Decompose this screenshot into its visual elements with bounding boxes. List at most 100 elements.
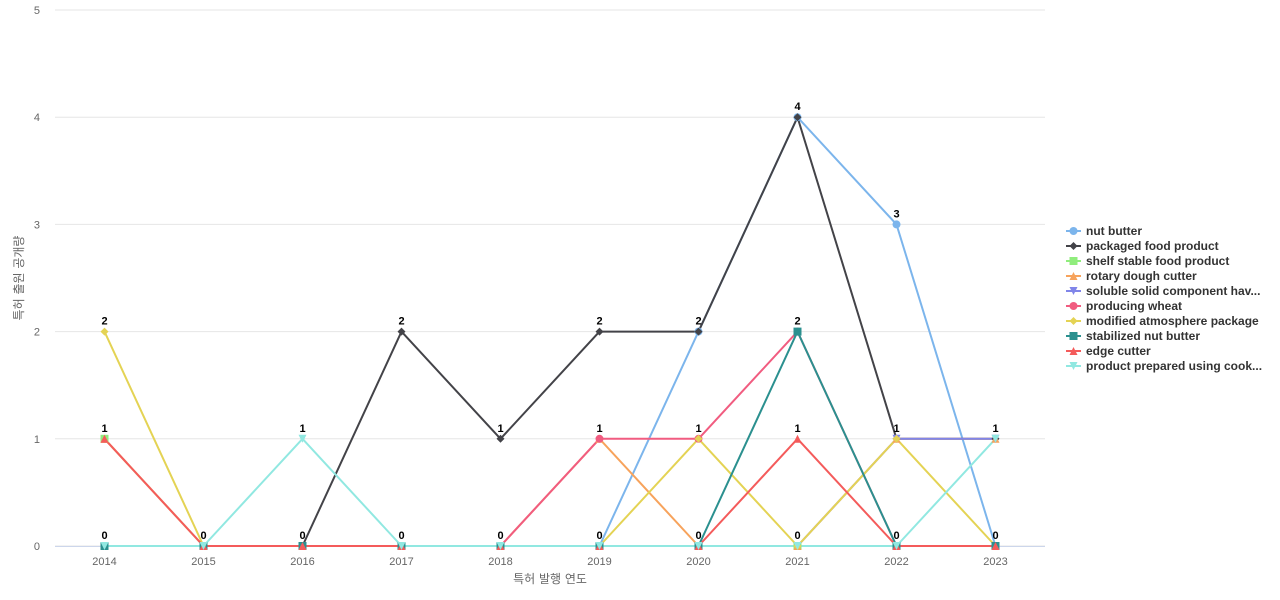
data-label: 1 bbox=[695, 423, 701, 435]
data-labels: 2 1 0 0 1 0 2 0 1 0 2 1 0 2 1 0 4 2 1 0 3 1 0 1 0 bbox=[101, 101, 998, 542]
data-point-modified-atmosphere-package bbox=[892, 434, 901, 443]
legend-label: stabilized nut butter bbox=[1086, 329, 1200, 343]
legend-label: product prepared using cook... bbox=[1086, 359, 1262, 373]
data-label: 1 bbox=[101, 423, 107, 435]
data-label: 0 bbox=[992, 530, 998, 542]
legend-item-rotary-dough-cutter[interactable]: rotary dough cutter bbox=[1066, 269, 1197, 283]
y-tick-label: 1 bbox=[34, 434, 40, 446]
legend-marker-icon bbox=[1069, 242, 1078, 250]
data-point-product-prepared-using-cook bbox=[793, 542, 802, 550]
data-label: 0 bbox=[497, 530, 503, 542]
data-label: 2 bbox=[596, 316, 602, 328]
legend-label: edge cutter bbox=[1086, 344, 1151, 358]
y-tick-label: 5 bbox=[34, 5, 40, 17]
data-point-packaged-food-product bbox=[595, 327, 604, 336]
data-label: 0 bbox=[695, 530, 701, 542]
legend-marker-icon bbox=[1069, 257, 1078, 265]
data-label: 0 bbox=[299, 530, 305, 542]
data-label: 1 bbox=[893, 423, 899, 435]
series-lines bbox=[103, 116, 997, 547]
legend-marker-icon bbox=[1069, 287, 1078, 295]
legend-label: packaged food product bbox=[1086, 239, 1219, 253]
x-tick-label: 2022 bbox=[884, 556, 908, 568]
data-point-packaged-food-product bbox=[793, 113, 802, 122]
data-label: 0 bbox=[893, 530, 899, 542]
data-label: 0 bbox=[101, 530, 107, 542]
data-point-product-prepared-using-cook bbox=[595, 542, 604, 550]
y-tick-label: 4 bbox=[34, 112, 40, 124]
data-label: 1 bbox=[596, 423, 602, 435]
data-point-product-prepared-using-cook bbox=[100, 542, 109, 550]
data-label: 2 bbox=[398, 316, 404, 328]
legend-item-producing-wheat[interactable]: producing wheat bbox=[1066, 299, 1182, 313]
data-label: 1 bbox=[299, 423, 305, 435]
data-point-product-prepared-using-cook bbox=[496, 542, 505, 550]
x-tick-label: 2016 bbox=[290, 556, 314, 568]
data-label: 0 bbox=[794, 530, 800, 542]
y-tick-label: 0 bbox=[34, 541, 40, 553]
series-line-product-prepared-using-cook bbox=[104, 437, 997, 547]
data-label: 2 bbox=[695, 316, 701, 328]
legend-item-stabilized-nut-butter[interactable]: stabilized nut butter bbox=[1066, 329, 1200, 343]
data-point-nut-butter bbox=[892, 220, 901, 229]
data-point-packaged-food-product bbox=[496, 434, 505, 443]
data-label: 0 bbox=[398, 530, 404, 542]
x-tick-label: 2021 bbox=[785, 556, 809, 568]
data-label: 0 bbox=[596, 530, 602, 542]
data-point-product-prepared-using-cook bbox=[298, 434, 307, 443]
data-point-modified-atmosphere-package bbox=[100, 327, 109, 336]
data-point-edge-cutter bbox=[298, 542, 307, 550]
data-point-edge-cutter bbox=[100, 434, 109, 443]
legend-marker-icon bbox=[1069, 362, 1078, 370]
data-point-edge-cutter bbox=[793, 434, 802, 443]
series-markers bbox=[100, 113, 1000, 550]
data-label: 1 bbox=[794, 423, 800, 435]
data-point-stabilized-nut-butter bbox=[793, 327, 802, 336]
data-point-product-prepared-using-cook bbox=[991, 434, 1000, 443]
x-tick-label: 2015 bbox=[191, 556, 215, 568]
data-point-product-prepared-using-cook bbox=[397, 542, 406, 550]
data-label: 4 bbox=[794, 101, 801, 113]
legend-item-product-prepared-using-cook[interactable]: product prepared using cook... bbox=[1066, 359, 1262, 373]
x-tick-label: 2014 bbox=[92, 556, 116, 568]
y-axis-title: 특허 출원 공개량 bbox=[12, 236, 26, 321]
x-tick-label: 2019 bbox=[587, 556, 611, 568]
data-label: 2 bbox=[101, 316, 107, 328]
y-tick-label: 3 bbox=[34, 219, 40, 231]
data-label: 1 bbox=[497, 423, 503, 435]
data-point-producing-wheat bbox=[595, 434, 604, 443]
legend-item-packaged-food-product[interactable]: packaged food product bbox=[1066, 239, 1219, 253]
legend-item-nut-butter[interactable]: nut butter bbox=[1066, 224, 1142, 238]
legend-label: rotary dough cutter bbox=[1086, 269, 1197, 283]
legend-item-shelf-stable-food-product[interactable]: shelf stable food product bbox=[1066, 254, 1229, 268]
y-axis-ticks: 0 1 2 3 4 5 bbox=[34, 5, 40, 553]
data-label: 3 bbox=[893, 208, 899, 220]
legend-marker-icon bbox=[1069, 272, 1078, 280]
legend-marker-icon bbox=[1069, 302, 1078, 310]
data-label: 2 bbox=[794, 316, 800, 328]
data-point-packaged-food-product bbox=[397, 327, 406, 336]
data-point-product-prepared-using-cook bbox=[892, 542, 901, 550]
legend-item-edge-cutter[interactable]: edge cutter bbox=[1066, 344, 1151, 358]
legend-marker-icon bbox=[1069, 227, 1078, 235]
data-point-product-prepared-using-cook bbox=[694, 542, 703, 550]
x-tick-label: 2017 bbox=[389, 556, 413, 568]
x-tick-label: 2020 bbox=[686, 556, 710, 568]
legend-label: shelf stable food product bbox=[1086, 254, 1229, 268]
grid-lines bbox=[55, 9, 1045, 547]
legend-marker-icon bbox=[1069, 332, 1078, 340]
data-point-modified-atmosphere-package bbox=[694, 434, 703, 443]
legend-item-soluble-solid-component-hav[interactable]: soluble solid component hav... bbox=[1066, 284, 1260, 298]
x-tick-label: 2018 bbox=[488, 556, 512, 568]
x-axis-ticks: 2014 2015 2016 2017 2018 2019 2020 2021 2022 2023 bbox=[92, 556, 1007, 568]
legend-label: modified atmosphere package bbox=[1086, 314, 1259, 328]
legend-label: producing wheat bbox=[1086, 299, 1182, 313]
data-point-packaged-food-product bbox=[694, 327, 703, 336]
legend-item-modified-atmosphere-package[interactable]: modified atmosphere package bbox=[1066, 314, 1259, 328]
y-tick-label: 2 bbox=[34, 327, 40, 339]
legend-marker-icon bbox=[1069, 347, 1078, 355]
legend-label: soluble solid component hav... bbox=[1086, 284, 1260, 298]
